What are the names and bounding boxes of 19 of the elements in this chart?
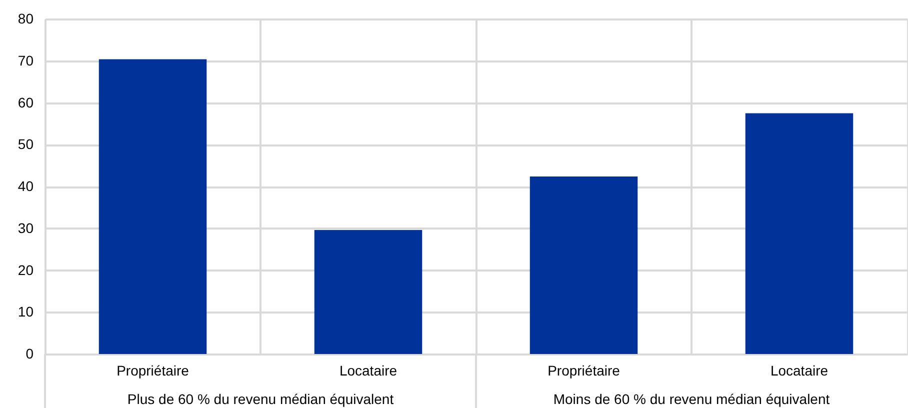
x-tick-label: Propriétaire — [548, 362, 620, 378]
x-tick-label: Locataire — [339, 362, 398, 378]
bar — [98, 59, 207, 354]
x-tick-label: Locataire — [770, 362, 828, 378]
bar — [314, 230, 422, 354]
bar — [745, 113, 854, 354]
x-tick-label: Propriétaire — [116, 362, 190, 378]
y-tick-label: 40 — [18, 178, 34, 194]
y-tick-label: 50 — [18, 136, 34, 152]
y-tick-label: 0 — [26, 346, 34, 362]
text: Moins de 60 % du revenu médian équivalent — [553, 391, 830, 407]
y-tick-label: 70 — [18, 52, 34, 68]
y-tick-label: 80 — [18, 10, 34, 26]
y-tick-label: 60 — [18, 94, 34, 110]
text: Plus de 60 % du revenu médian équivalent — [127, 391, 394, 407]
y-tick-label: 30 — [18, 220, 34, 236]
bar — [530, 176, 638, 354]
y-tick-label: 10 — [18, 304, 34, 320]
y-tick-label: 20 — [18, 262, 34, 278]
